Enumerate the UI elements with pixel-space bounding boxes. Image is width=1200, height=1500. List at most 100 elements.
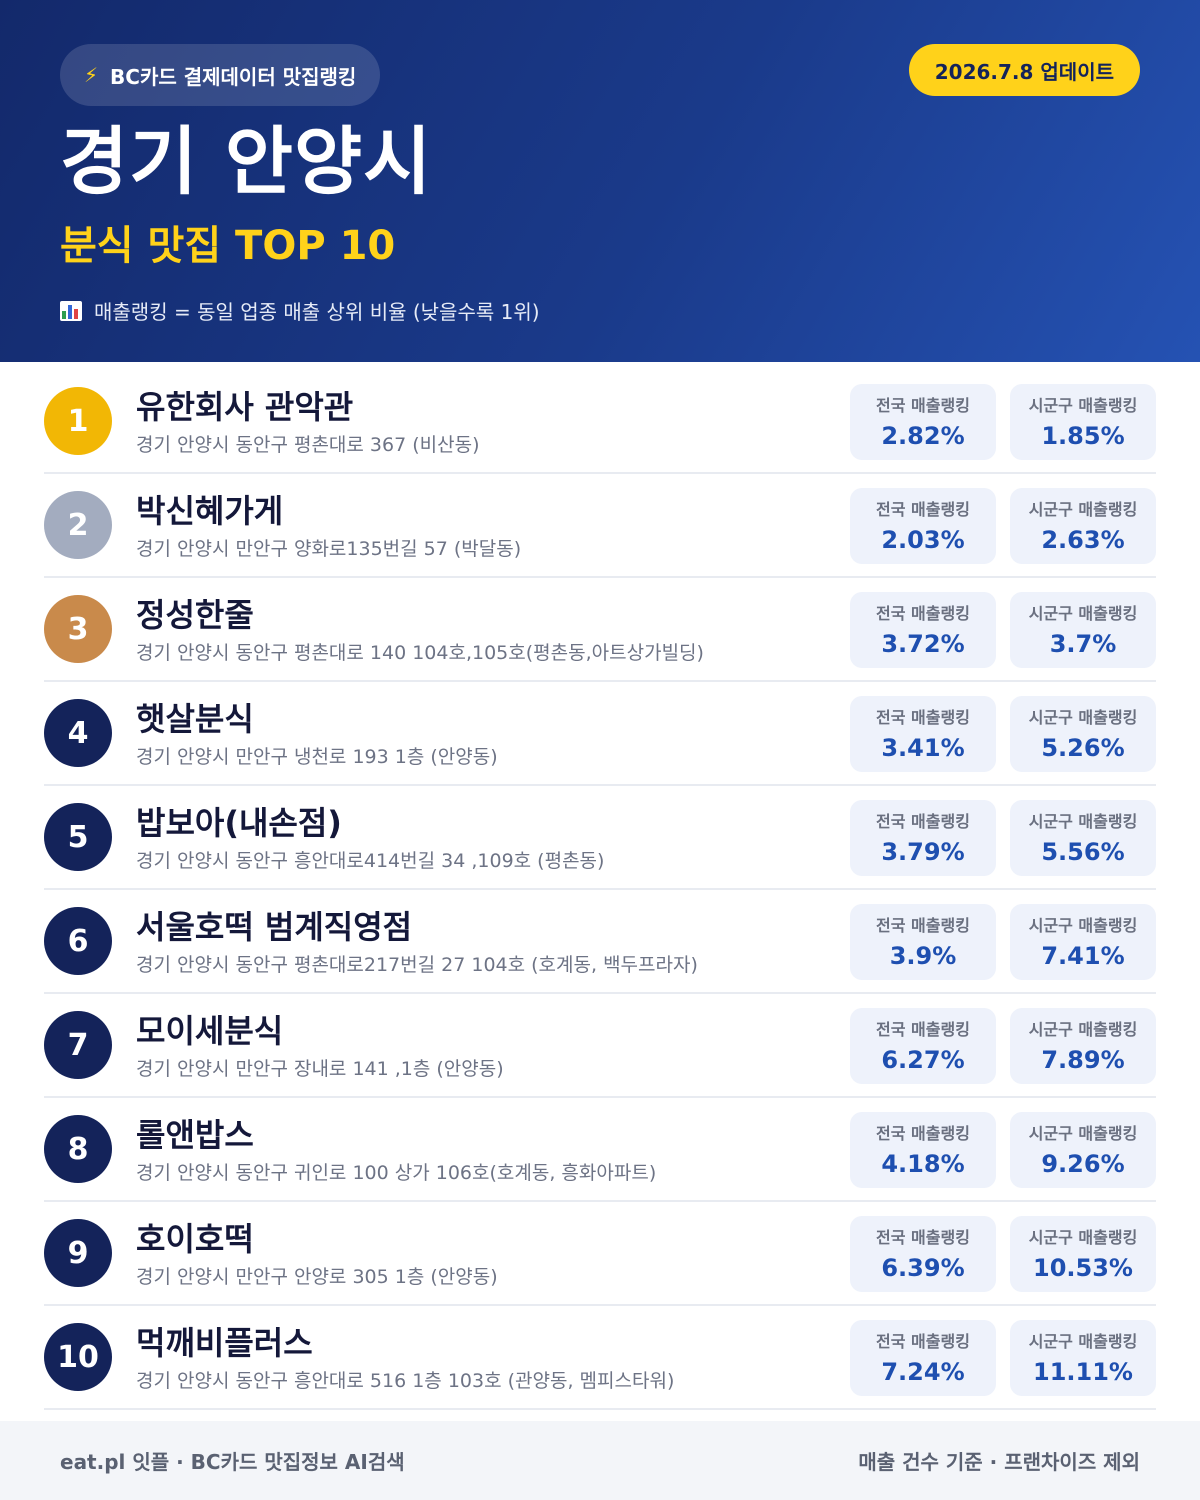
national-ranking-card: 전국 매출랭킹 3.79%: [850, 800, 996, 876]
national-ranking-label: 전국 매출랭킹: [876, 500, 970, 519]
restaurant-address: 경기 안양시 동안구 평촌대로217번길 27 104호 (호계동, 백두프라자…: [136, 954, 698, 976]
national-ranking-label: 전국 매출랭킹: [876, 916, 970, 935]
national-ranking-value: 4.18%: [881, 1150, 965, 1178]
restaurant-name: 햇살분식: [136, 700, 254, 738]
restaurant-name: 밥보아(내손점): [136, 804, 342, 842]
local-ranking-value: 7.89%: [1041, 1046, 1125, 1074]
bar-chart-icon: [60, 300, 82, 321]
restaurant-name: 서울호떡 범계직영점: [136, 908, 413, 946]
restaurant-row[interactable]: 9 호이호떡 경기 안양시 만안구 안양로 305 1층 (안양동) 전국 매출랭킹 6…: [44, 1202, 1156, 1306]
national-ranking-card: 전국 매출랭킹 2.82%: [850, 384, 996, 460]
local-ranking-label: 시군구 매출랭킹: [1028, 708, 1138, 727]
local-ranking-card: 시군구 매출랭킹 10.53%: [1010, 1216, 1156, 1292]
local-ranking-value: 1.85%: [1041, 422, 1125, 450]
local-ranking-label: 시군구 매출랭킹: [1028, 812, 1138, 831]
local-ranking-label: 시군구 매출랭킹: [1028, 396, 1138, 415]
local-ranking-label: 시군구 매출랭킹: [1028, 1228, 1138, 1247]
national-ranking-card: 전국 매출랭킹 3.41%: [850, 696, 996, 772]
brand-badge: ⚡ BC카드 결제데이터 맛집랭킹: [60, 44, 381, 106]
national-ranking-value: 3.9%: [889, 942, 957, 970]
restaurant-name: 박신혜가게: [136, 492, 284, 530]
ranking-note: 매출랭킹 = 동일 업종 매출 상위 비율 (낮을수록 1위): [60, 296, 540, 325]
local-ranking-label: 시군구 매출랭킹: [1028, 1332, 1138, 1351]
national-ranking-value: 2.82%: [881, 422, 965, 450]
update-badge: 2026.7.8 업데이트: [908, 44, 1140, 96]
local-ranking-card: 시군구 매출랭킹 3.7%: [1010, 592, 1156, 668]
local-ranking-label: 시군구 매출랭킹: [1028, 1020, 1138, 1039]
national-ranking-label: 전국 매출랭킹: [876, 1332, 970, 1351]
rank-badge: 7: [44, 1011, 112, 1079]
restaurant-name: 호이호떡: [136, 1220, 254, 1258]
local-ranking-card: 시군구 매출랭킹 9.26%: [1010, 1112, 1156, 1188]
local-ranking-label: 시군구 매출랭킹: [1028, 604, 1138, 623]
local-ranking-card: 시군구 매출랭킹 7.89%: [1010, 1008, 1156, 1084]
restaurant-address: 경기 안양시 동안구 흥안대로 516 1층 103호 (관양동, 멤피스타워): [136, 1370, 675, 1392]
restaurant-row[interactable]: 5 밥보아(내손점) 경기 안양시 동안구 흥안대로414번길 34 ,109호 (…: [44, 786, 1156, 890]
restaurant-name: 유한회사 관악관: [136, 388, 354, 426]
national-ranking-value: 7.24%: [881, 1358, 965, 1386]
brand-label: BC카드 결제데이터 맛집랭킹: [110, 64, 357, 89]
restaurant-address: 경기 안양시 동안구 평촌대로 140 104호,105호(평촌동,아트상가빌딩…: [136, 642, 704, 664]
local-ranking-value: 2.63%: [1041, 526, 1125, 554]
footer-source: eat.pl 잇플 · BC카드 맛집정보 AI검색: [60, 1450, 405, 1474]
rank-badge: 2: [44, 491, 112, 559]
national-ranking-card: 전국 매출랭킹 6.27%: [850, 1008, 996, 1084]
rank-badge: 3: [44, 595, 112, 663]
local-ranking-card: 시군구 매출랭킹 2.63%: [1010, 488, 1156, 564]
local-ranking-value: 11.11%: [1033, 1358, 1133, 1386]
restaurant-row[interactable]: 8 롤앤밥스 경기 안양시 동안구 귀인로 100 상가 106호(호계동, 흥화아…: [44, 1098, 1156, 1202]
rank-badge: 4: [44, 699, 112, 767]
local-ranking-card: 시군구 매출랭킹 1.85%: [1010, 384, 1156, 460]
restaurant-row[interactable]: 10 먹깨비플러스 경기 안양시 동안구 흥안대로 516 1층 103호 (관양동…: [44, 1306, 1156, 1410]
restaurant-address: 경기 안양시 동안구 흥안대로414번길 34 ,109호 (평촌동): [136, 850, 605, 872]
national-ranking-card: 전국 매출랭킹 3.72%: [850, 592, 996, 668]
national-ranking-card: 전국 매출랭킹 7.24%: [850, 1320, 996, 1396]
header-banner: ⚡ BC카드 결제데이터 맛집랭킹 2026.7.8 업데이트 경기 안양시 분…: [0, 0, 1200, 362]
restaurant-address: 경기 안양시 동안구 평촌대로 367 (비산동): [136, 434, 480, 456]
local-ranking-value: 5.26%: [1041, 734, 1125, 762]
page-subtitle: 분식 맛집 TOP 10: [60, 223, 396, 269]
footer-criteria: 매출 건수 기준 · 프랜차이즈 제외: [858, 1450, 1140, 1474]
national-ranking-value: 3.72%: [881, 630, 965, 658]
national-ranking-value: 3.41%: [881, 734, 965, 762]
national-ranking-card: 전국 매출랭킹 4.18%: [850, 1112, 996, 1188]
local-ranking-label: 시군구 매출랭킹: [1028, 916, 1138, 935]
rank-badge: 1: [44, 387, 112, 455]
national-ranking-value: 6.39%: [881, 1254, 965, 1282]
lightning-icon: ⚡: [84, 63, 99, 87]
restaurant-address: 경기 안양시 만안구 냉천로 193 1층 (안양동): [136, 746, 498, 768]
local-ranking-value: 5.56%: [1041, 838, 1125, 866]
local-ranking-card: 시군구 매출랭킹 5.26%: [1010, 696, 1156, 772]
national-ranking-label: 전국 매출랭킹: [876, 812, 970, 831]
national-ranking-card: 전국 매출랭킹 6.39%: [850, 1216, 996, 1292]
restaurant-row[interactable]: 7 모이세분식 경기 안양시 만안구 장내로 141 ,1층 (안양동) 전국 매출랭…: [44, 994, 1156, 1098]
restaurant-name: 정성한줄: [136, 596, 254, 634]
national-ranking-label: 전국 매출랭킹: [876, 1228, 970, 1247]
rank-badge: 8: [44, 1115, 112, 1183]
local-ranking-card: 시군구 매출랭킹 7.41%: [1010, 904, 1156, 980]
national-ranking-label: 전국 매출랭킹: [876, 604, 970, 623]
restaurant-name: 롤앤밥스: [136, 1116, 254, 1154]
restaurant-row[interactable]: 2 박신혜가게 경기 안양시 만안구 양화로135번길 57 (박달동) 전국 매출랭…: [44, 474, 1156, 578]
local-ranking-value: 3.7%: [1049, 630, 1117, 658]
restaurant-name: 모이세분식: [136, 1012, 284, 1050]
local-ranking-label: 시군구 매출랭킹: [1028, 1124, 1138, 1143]
national-ranking-label: 전국 매출랭킹: [876, 1124, 970, 1143]
local-ranking-value: 10.53%: [1033, 1254, 1133, 1282]
ranking-note-text: 매출랭킹 = 동일 업종 매출 상위 비율 (낮을수록 1위): [94, 300, 540, 324]
national-ranking-value: 2.03%: [881, 526, 965, 554]
page-title: 경기 안양시: [60, 119, 433, 205]
national-ranking-label: 전국 매출랭킹: [876, 1020, 970, 1039]
rank-badge: 6: [44, 907, 112, 975]
national-ranking-value: 6.27%: [881, 1046, 965, 1074]
local-ranking-card: 시군구 매출랭킹 5.56%: [1010, 800, 1156, 876]
rank-badge: 10: [44, 1323, 112, 1391]
local-ranking-value: 9.26%: [1041, 1150, 1125, 1178]
national-ranking-label: 전국 매출랭킹: [876, 396, 970, 415]
national-ranking-card: 전국 매출랭킹 3.9%: [850, 904, 996, 980]
